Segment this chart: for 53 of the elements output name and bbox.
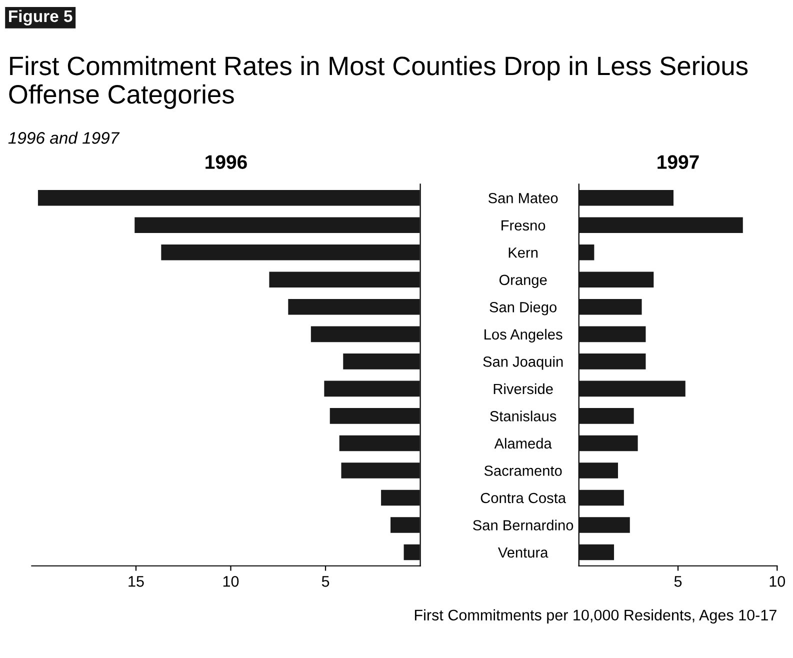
x-tick-label: 10 xyxy=(770,576,786,587)
bar xyxy=(578,516,631,534)
chart-title: First Commitment Rates in Most Counties Drop in Less Serious Offense Categories xyxy=(9,56,748,109)
y-tick-label: Los Angeles xyxy=(484,328,562,342)
y-tick-label: Alameda xyxy=(494,438,552,449)
text: 1996 xyxy=(206,155,247,169)
bar xyxy=(578,461,620,480)
bar xyxy=(328,406,420,425)
bar xyxy=(578,298,643,316)
y-tick-label: Stanislaus xyxy=(490,410,556,422)
y-tick-label: Riverside xyxy=(494,383,553,394)
bar xyxy=(578,488,626,507)
bar xyxy=(578,216,744,234)
x-axis-title: First Commitments per 10,000 Residents, Ages 10-17 xyxy=(414,609,776,624)
bar xyxy=(578,434,639,452)
bar xyxy=(134,216,420,234)
bar xyxy=(578,406,635,425)
bar xyxy=(268,270,420,289)
bar xyxy=(287,298,420,316)
bar xyxy=(380,488,420,507)
bar xyxy=(323,380,420,398)
y-tick-label: San Mateo xyxy=(488,192,558,204)
bar xyxy=(578,243,596,262)
y-tick-label: Kern xyxy=(508,248,538,258)
x-tick-label: 5 xyxy=(322,576,330,587)
y-tick-label: Contra Costa xyxy=(480,492,566,504)
bar xyxy=(36,188,420,207)
bar xyxy=(338,434,420,452)
y-tick-label: San Joaquin xyxy=(483,356,563,370)
bar xyxy=(340,461,420,480)
bar xyxy=(160,243,420,262)
chart-subtitle: 1996 and 1997 xyxy=(8,132,120,144)
bar xyxy=(578,543,616,562)
bar xyxy=(310,325,420,344)
bar xyxy=(402,543,420,562)
bar xyxy=(342,352,420,370)
bar xyxy=(389,516,420,534)
x-tick-label: 10 xyxy=(223,576,239,587)
bar xyxy=(578,270,655,289)
bar xyxy=(578,380,686,398)
x-tick-label: 15 xyxy=(128,576,144,587)
y-tick-label: Sacramento xyxy=(484,466,562,476)
bar xyxy=(578,188,675,207)
y-tick-label: San Diego xyxy=(490,302,557,316)
y-tick-label: Fresno xyxy=(502,220,546,231)
caption: Figure 5 xyxy=(9,10,72,26)
y-tick-label: Orange xyxy=(499,274,547,288)
bar xyxy=(578,325,647,344)
text: 1997 xyxy=(658,155,699,169)
bar xyxy=(578,352,647,370)
y-tick-label: Ventura xyxy=(498,548,548,558)
x-tick-label: 5 xyxy=(674,576,682,587)
y-tick-label: San Bernardino xyxy=(473,520,574,530)
